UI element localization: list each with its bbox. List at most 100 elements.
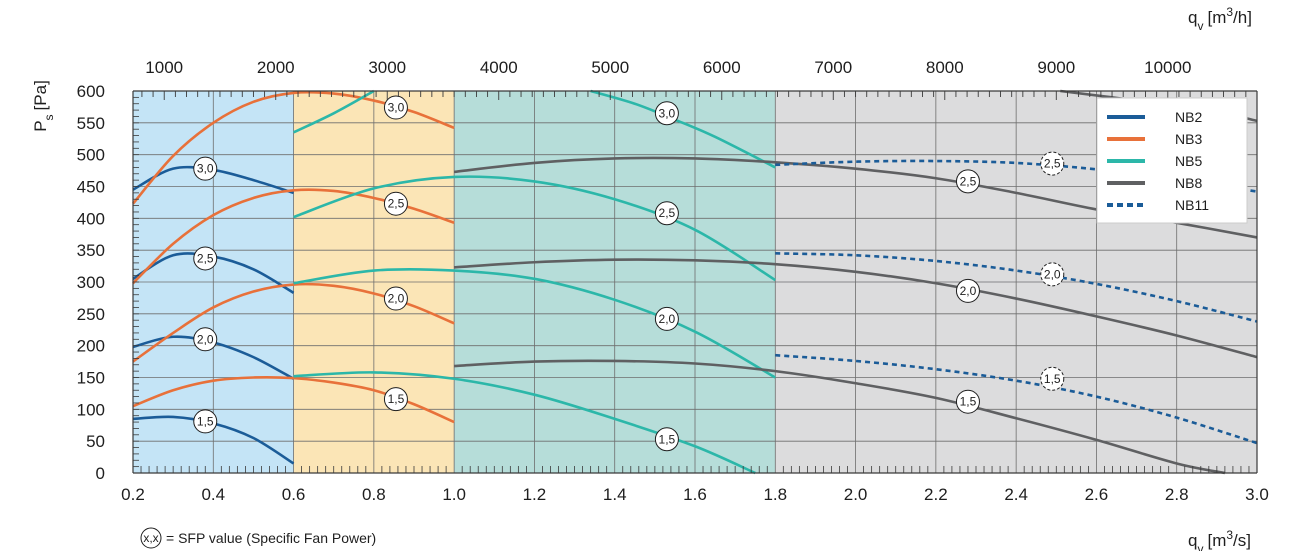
x-tick-label: 1.0 [442,485,466,504]
y-tick-label: 300 [77,273,105,292]
top-tick-label: 9000 [1037,58,1075,77]
legend-label-nb11: NB11 [1175,197,1209,213]
sfp-footnote: x,x = SFP value (Specific Fan Power) [140,527,376,549]
sfp-marker: 2,0 [193,327,218,352]
top-tick-label: 2000 [257,58,295,77]
sfp-marker-label: 3,0 [659,106,676,120]
sfp-marker: 3,0 [193,156,218,181]
y-tick-label: 0 [96,464,105,483]
x-tick-label: 2.4 [1004,485,1028,504]
sfp-marker: 1,5 [383,387,408,412]
sfp-marker-circle [193,156,218,181]
y-tick-label: 50 [86,432,105,451]
sfp-marker-circle [654,201,679,226]
top-tick-label: 10000 [1144,58,1191,77]
sfp-marker-label: 2,0 [960,284,977,298]
top-tick-label: 8000 [926,58,964,77]
sfp-marker-label: 1,5 [960,395,977,409]
sfp-marker: 2,0 [1040,262,1065,287]
curve-nb5-sfp-1-5 [293,371,756,475]
sfp-marker-circle [955,278,980,303]
series-nb11 [775,159,1258,445]
sfp-marker: 2,0 [955,278,980,303]
y-tick-label: 400 [77,209,105,228]
sfp-marker: 2,5 [955,169,980,194]
sfp-marker-circle [193,246,218,271]
sfp-marker: 3,0 [654,101,679,126]
legend-label-nb8: NB8 [1175,175,1202,191]
sfp-marker-circle [1040,151,1065,176]
sfp-marker-circle [383,387,408,412]
x-tick-label: 0.6 [282,485,306,504]
bottom-axis-title: qv [m3/s] [1188,528,1251,551]
x-tick-label: 3.0 [1245,485,1269,504]
curve-nb5-sfp-2-5 [293,175,776,282]
sfp-marker-label: 2,0 [197,332,214,346]
sfp-marker-label: 1,5 [1044,372,1061,386]
y-tick-label: 600 [77,82,105,101]
bottom-axis-unit: [m3/s] [1207,528,1251,550]
sfp-marker-label: 2,0 [659,312,676,326]
x-tick-label: 0.4 [201,485,225,504]
x-tick-label: 1.8 [763,485,787,504]
sfp-marker-label: 2,0 [388,292,405,306]
sfp-marker-circle [1040,262,1065,287]
sfp-marker-circle [1040,366,1065,391]
x-tick-label: 2.8 [1165,485,1189,504]
top-tick-label: 3000 [368,58,406,77]
sfp-marker: 1,5 [193,409,218,434]
x-tick-label: 1.2 [523,485,547,504]
x-tick-label: 1.6 [683,485,707,504]
sfp-marker-label: 2,5 [197,251,214,265]
legend: NB2 NB3 NB5 NB8 NB11 [1096,97,1248,224]
sfp-marker-label: 3,0 [197,162,214,176]
sfp-marker: 2,5 [193,246,218,271]
sfp-marker-circle [383,95,408,120]
sfp-marker: 1,5 [955,389,980,414]
sfp-marker-label: 2,5 [960,174,977,188]
y-tick-label: 150 [77,369,105,388]
sfp-marker: 2,0 [654,306,679,331]
sfp-marker-circle [654,306,679,331]
sfp-marker: 2,5 [1040,151,1065,176]
tick-labels: 0.2 0.4 0.6 0.8 1.0 1.2 1.4 1.6 1.8 2.0 2.2 2.4 2.6 2… [77,58,1269,504]
sfp-marker-label: 3,0 [388,101,405,115]
x-tick-label: 2.6 [1085,485,1109,504]
sfp-marker-label: 1,5 [659,432,676,446]
top-tick-label: 7000 [814,58,852,77]
sfp-marker: 1,5 [1040,366,1065,391]
x-tick-label: 0.2 [121,485,145,504]
legend-label-nb2: NB2 [1175,109,1202,125]
sfp-marker-circle [383,286,408,311]
curve-nb5-sfp-2-0 [293,267,776,379]
sfp-marker-circle [193,327,218,352]
x-tick-label: 2.2 [924,485,948,504]
x-tick-label: 1.4 [603,485,627,504]
sfp-marker-label: 2,0 [1044,267,1061,281]
x-tick-label: 0.8 [362,485,386,504]
sfp-marker: 2,5 [383,191,408,216]
top-axis-unit: [m3/h] [1207,5,1251,27]
sfp-marker-circle [654,101,679,126]
legend-label-nb5: NB5 [1175,153,1202,169]
y-tick-label: 100 [77,400,105,419]
sfp-marker-label: 1,5 [197,414,214,428]
curve-nb8-sfp-2-0 [454,258,1258,359]
curve-nb11-sfp-1-5 [775,353,1258,445]
y-tick-label: 200 [77,337,105,356]
top-tick-label: 4000 [480,58,518,77]
sfp-marker: 1,5 [654,427,679,452]
sfp-footnote-symbol: x,x [143,531,158,545]
sfp-marker-label: 1,5 [388,392,405,406]
curve-nb11-sfp-2-0 [775,252,1258,323]
top-tick-label: 1000 [145,58,183,77]
sfp-marker-circle [383,191,408,216]
sfp-footnote-icon [140,527,162,549]
axes [132,90,1258,474]
y-tick-label: 500 [77,146,105,165]
y-tick-label: 350 [77,241,105,260]
legend-label-nb3: NB3 [1175,131,1202,147]
top-tick-label: 6000 [703,58,741,77]
sfp-marker: 2,5 [654,201,679,226]
